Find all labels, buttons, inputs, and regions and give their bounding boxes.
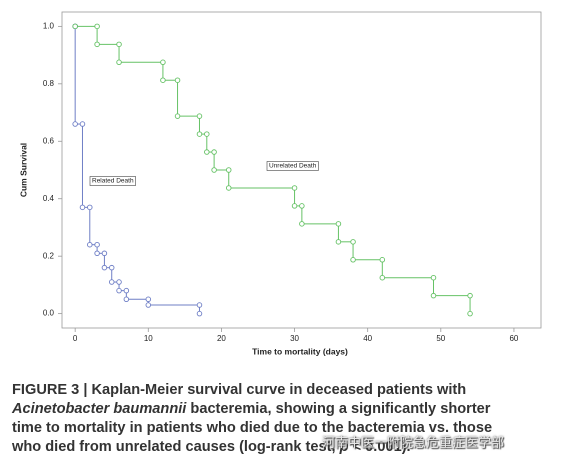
caption-text: bacteremia, showing a significantly shor… bbox=[186, 401, 491, 417]
step-point bbox=[467, 310, 473, 317]
plot-frame bbox=[61, 11, 542, 329]
step-corner bbox=[379, 257, 386, 263]
step-point bbox=[145, 302, 152, 308]
step-corner bbox=[291, 185, 298, 191]
caption-text: < 0.001). bbox=[348, 439, 411, 455]
step-corner bbox=[196, 302, 203, 308]
x-tick-label: 10 bbox=[144, 334, 153, 343]
series-label-box bbox=[266, 161, 319, 171]
step-point bbox=[350, 257, 356, 263]
x-tick-label: 40 bbox=[363, 334, 372, 343]
chart: Time to mortality (days) Cum Survival 0 1… bbox=[18, 11, 542, 356]
step-point bbox=[291, 203, 298, 209]
step-corner bbox=[94, 23, 100, 30]
step-corner bbox=[94, 241, 100, 248]
step-point bbox=[87, 241, 93, 248]
step-corner bbox=[430, 274, 437, 281]
step-corner bbox=[116, 279, 122, 285]
step-corner bbox=[145, 296, 152, 303]
caption-line: time to mortality in patients who died d… bbox=[12, 419, 557, 438]
x-tick-label: 50 bbox=[436, 334, 445, 343]
step-point bbox=[335, 239, 342, 245]
caption-text: Acinetobacter baumannii bbox=[12, 401, 187, 417]
x-tick-label: 30 bbox=[290, 334, 299, 343]
step-point bbox=[196, 310, 203, 317]
step-point bbox=[72, 23, 78, 30]
x-axis-label: Time to mortality (days) bbox=[252, 346, 348, 356]
step-point bbox=[196, 131, 203, 137]
step-corner bbox=[160, 59, 166, 66]
caption-text: p bbox=[339, 439, 349, 455]
watermark: 河南中医一附院急危重症医学部 bbox=[322, 436, 505, 451]
step-point bbox=[108, 279, 115, 285]
step-point bbox=[123, 296, 130, 303]
series-label-box bbox=[89, 176, 136, 186]
step-corner bbox=[174, 77, 181, 83]
step-point bbox=[299, 221, 305, 227]
y-tick-label: 0.2 bbox=[43, 251, 55, 260]
caption-text: time to mortality in patients who died d… bbox=[12, 420, 493, 436]
y-tick-label: 0.8 bbox=[43, 79, 55, 88]
step-point bbox=[94, 250, 100, 257]
y-tick-label: 0.6 bbox=[43, 136, 55, 145]
step-corner bbox=[196, 113, 203, 119]
caption-text: FIGURE 3 | Kaplan-Meier survival curve i… bbox=[12, 382, 467, 398]
step-corner bbox=[350, 239, 356, 245]
x-tick-label: 0 bbox=[73, 334, 78, 343]
step-corner bbox=[108, 264, 115, 271]
step-point bbox=[94, 41, 100, 48]
y-tick-label: 0.4 bbox=[43, 194, 55, 203]
caption-line: FIGURE 3 | Kaplan-Meier survival curve i… bbox=[12, 381, 557, 400]
step-corner bbox=[335, 221, 342, 227]
series-label: Related Death bbox=[92, 178, 134, 185]
step-point bbox=[430, 292, 437, 299]
step-point bbox=[225, 185, 232, 191]
caption-line: Acinetobacter baumannii bacteremia, show… bbox=[12, 400, 557, 419]
x-tick-label: 20 bbox=[217, 334, 226, 343]
step-corner bbox=[225, 167, 232, 173]
step-corner bbox=[211, 149, 217, 155]
y-tick-label: 0.0 bbox=[43, 309, 55, 318]
caption: FIGURE 3 | Kaplan-Meier survival curve i… bbox=[12, 381, 557, 457]
y-tick-label: 1.0 bbox=[43, 21, 55, 30]
step-point bbox=[160, 77, 166, 83]
step-point bbox=[72, 121, 78, 127]
x-tick-label: 60 bbox=[509, 334, 518, 343]
step-corner bbox=[299, 203, 305, 209]
step-point bbox=[79, 204, 86, 211]
caption-line: who died from unrelated causes (log-rank… bbox=[12, 438, 557, 457]
step-corner bbox=[467, 292, 473, 299]
step-point bbox=[116, 59, 122, 66]
step-corner bbox=[87, 204, 93, 211]
step-point bbox=[204, 149, 210, 155]
step-corner bbox=[79, 121, 86, 127]
step-point bbox=[101, 264, 108, 271]
step-corner bbox=[101, 250, 108, 257]
step-point bbox=[211, 167, 217, 173]
step-point bbox=[174, 113, 181, 119]
step-corner bbox=[116, 41, 122, 48]
step-point bbox=[379, 274, 386, 281]
step-corner bbox=[123, 287, 130, 294]
step-point bbox=[116, 287, 122, 294]
caption-text: who died from unrelated causes (log-rank… bbox=[12, 439, 340, 455]
y-axis-label: Cum Survival bbox=[18, 143, 28, 197]
series-label: Unrelated Death bbox=[269, 163, 317, 170]
step-corner bbox=[204, 131, 210, 137]
